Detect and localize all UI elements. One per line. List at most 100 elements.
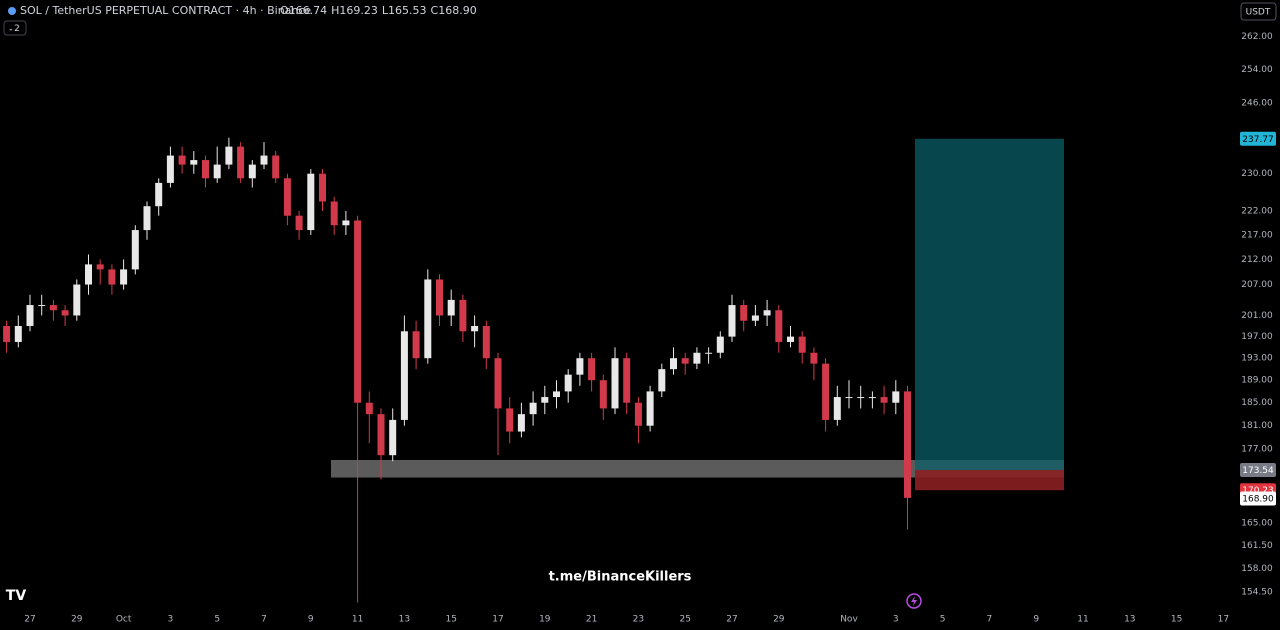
plot: 262.00 254.00 246.00 230.00 222.00 217.00 212.… <box>3 0 1280 630</box>
candle-body <box>693 352 701 364</box>
indicator-toggle[interactable] <box>3 20 27 36</box>
candle-body <box>272 155 280 179</box>
candle-body <box>38 305 46 307</box>
candle-body <box>73 284 81 316</box>
candle-body <box>787 336 794 342</box>
y-tick-label: 177.00 <box>1241 445 1273 455</box>
x-tick-label: 29 <box>773 615 785 625</box>
y-tick-label: 217.00 <box>1241 230 1273 240</box>
candle-body <box>26 305 34 326</box>
candle-body <box>517 414 525 432</box>
candle-body <box>857 397 865 399</box>
candle-body <box>330 201 338 226</box>
watermark: t.me/BinanceKillers <box>549 570 692 585</box>
x-tick-label: 13 <box>399 615 410 625</box>
candle-body <box>763 310 771 316</box>
events-icon[interactable] <box>906 593 922 609</box>
candle-body <box>751 315 759 321</box>
candle-body <box>868 397 876 399</box>
candle-body <box>658 369 666 392</box>
ohlc: O166.74 H169.23 L165.53 C168.90 <box>280 4 477 17</box>
candle-body <box>14 325 22 342</box>
candle-body <box>553 391 560 398</box>
x-tick-label: 15 <box>445 615 456 625</box>
currency: USDT <box>1246 8 1271 18</box>
candle-body <box>436 279 443 316</box>
candle-body <box>49 305 57 311</box>
candle-body <box>354 220 362 403</box>
x-tick-label: Nov <box>840 615 858 625</box>
candle-body <box>670 358 677 370</box>
candle-body <box>904 391 911 498</box>
candle-body <box>681 358 689 364</box>
candle-body <box>810 352 818 364</box>
ohlc-value: C168.90 <box>431 4 477 17</box>
candle-body <box>213 164 221 179</box>
candle-body <box>131 230 139 270</box>
x-tick-label: 15 <box>1171 615 1182 625</box>
candle-body <box>634 402 642 426</box>
x-tick-label: 23 <box>633 615 644 625</box>
x-tick-label: 9 <box>1033 615 1039 625</box>
candle-body <box>646 391 654 426</box>
y-tick-label: 201.00 <box>1241 311 1273 321</box>
y-tick-label: 185.00 <box>1241 398 1273 408</box>
candle-body <box>798 336 806 353</box>
y-tick-label: 154.50 <box>1241 588 1273 598</box>
y-tick-label: 246.00 <box>1241 98 1273 108</box>
candle-body <box>728 305 736 337</box>
candle-body <box>225 146 233 165</box>
ohlc-value: H169.23 <box>331 4 378 17</box>
symbol: SOL / TetherUS PERPETUAL CONTRACT · 4h ·… <box>20 4 311 17</box>
tv-logo[interactable]: TV <box>6 588 27 604</box>
candle-body <box>190 160 198 165</box>
price-marker <box>1240 131 1276 146</box>
price-marker-label: 170.23 <box>1242 486 1274 496</box>
price-marker <box>1240 491 1276 506</box>
y-tick-label: 207.00 <box>1241 280 1273 290</box>
candle-body <box>845 397 853 399</box>
candle-body <box>400 331 408 420</box>
y-tick-label: 165.00 <box>1241 519 1273 529</box>
y-tick-label: 161.50 <box>1241 541 1273 551</box>
candle-body <box>705 352 713 354</box>
price-axis-bg <box>1235 0 1280 630</box>
candle-body <box>202 160 209 179</box>
x-tick-label: 25 <box>679 615 690 625</box>
candle-body <box>178 155 186 165</box>
stop-zone <box>915 469 1064 491</box>
y-tick-label: 189.00 <box>1241 376 1273 386</box>
candle-body <box>412 331 420 359</box>
x-tick-label: 13 <box>1124 615 1135 625</box>
candle-body <box>623 358 631 403</box>
x-tick-label: 7 <box>987 615 993 625</box>
candle-body <box>880 397 888 403</box>
candle-body <box>833 397 841 420</box>
candle-body <box>529 402 537 415</box>
candle-body <box>740 305 748 321</box>
price-marker <box>1240 462 1276 477</box>
candle-body <box>471 325 479 332</box>
bolt <box>911 596 917 606</box>
y-tick-label: 181.00 <box>1241 421 1273 431</box>
candle-body <box>143 206 151 231</box>
candle-body <box>506 408 514 432</box>
x-tick-label: 5 <box>940 615 946 625</box>
candle-body <box>389 419 397 456</box>
candle-body <box>248 164 256 179</box>
x-tick-label: 27 <box>24 615 35 625</box>
x-tick-label: 7 <box>261 615 267 625</box>
candle-body <box>892 391 900 403</box>
candle-body <box>588 358 596 381</box>
candle-body <box>61 310 69 316</box>
candle-body <box>295 215 303 231</box>
candle-body <box>85 264 92 285</box>
candle-body <box>377 414 385 456</box>
x-tick-label: 21 <box>586 615 597 625</box>
price-marker-label: 173.54 <box>1242 466 1274 476</box>
x-tick-label: 9 <box>308 615 314 625</box>
x-tick-label: 11 <box>352 615 363 625</box>
x-tick-label: Oct <box>116 615 132 625</box>
currency-button[interactable] <box>1240 2 1277 21</box>
